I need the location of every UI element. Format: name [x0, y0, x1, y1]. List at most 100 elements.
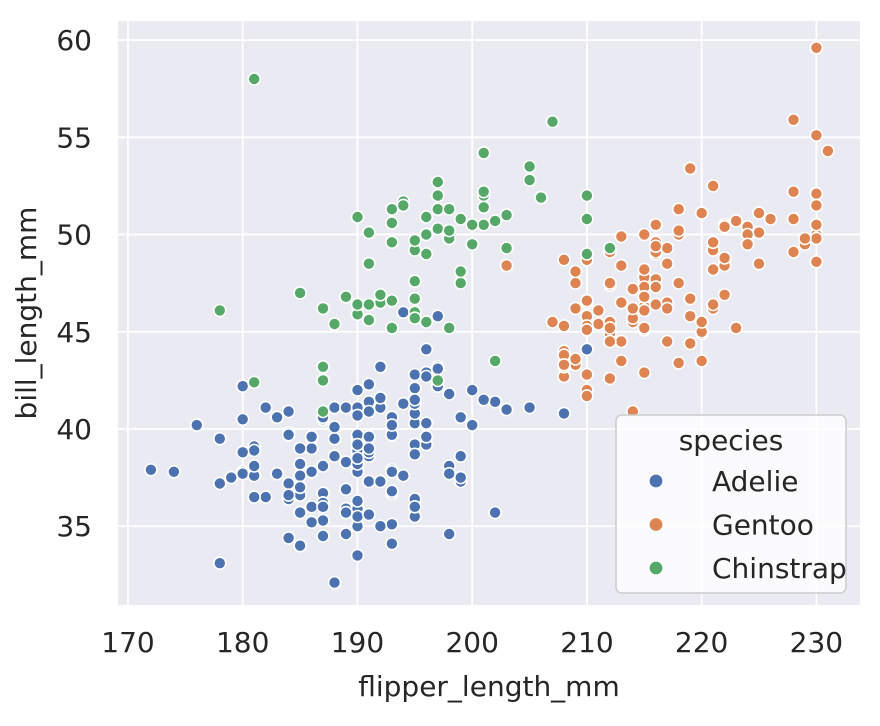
data-point	[281, 476, 296, 491]
data-point	[694, 206, 709, 220]
data-point	[453, 470, 468, 485]
data-point	[648, 239, 663, 253]
data-point	[385, 517, 399, 532]
y-axis-label: bill_length_mm	[10, 207, 43, 420]
data-point	[694, 315, 709, 329]
data-point	[235, 445, 250, 460]
data-point	[385, 464, 399, 479]
series-chinstrap	[213, 72, 617, 419]
legend-entry-gentoo: Gentoo	[648, 509, 814, 542]
legend: species Adelie Gentoo Chinstrap	[615, 414, 847, 594]
data-point	[316, 359, 330, 374]
x-axis-label: flipper_length_mm	[358, 670, 620, 703]
data-point	[235, 412, 250, 427]
x-tick-label: 220	[675, 626, 728, 659]
data-point	[419, 315, 434, 329]
data-point	[350, 297, 365, 312]
data-point	[580, 293, 594, 308]
data-point	[614, 295, 629, 310]
data-point	[419, 429, 434, 444]
data-point	[339, 482, 353, 497]
data-point	[270, 466, 284, 481]
data-point	[385, 418, 399, 432]
data-point	[407, 233, 422, 248]
data-point	[362, 256, 376, 271]
data-point	[499, 208, 514, 222]
data-point	[809, 128, 824, 143]
data-point	[476, 184, 491, 199]
data-point	[488, 354, 502, 368]
data-point	[476, 392, 491, 407]
data-point	[637, 289, 652, 304]
data-point	[614, 334, 629, 349]
y-tick-label: 60	[56, 24, 92, 57]
data-point	[625, 301, 640, 316]
data-point	[648, 280, 663, 294]
data-point	[671, 356, 686, 370]
data-point	[648, 218, 663, 232]
data-point	[385, 293, 399, 308]
data-point	[499, 258, 514, 273]
data-point	[465, 383, 480, 397]
data-point	[350, 451, 365, 466]
data-point	[660, 241, 675, 255]
data-point	[304, 499, 319, 514]
data-point	[637, 321, 652, 335]
data-point	[385, 216, 399, 230]
data-point	[442, 527, 457, 541]
legend-label: Adelie	[712, 465, 798, 498]
data-point	[603, 371, 617, 386]
data-point	[419, 416, 434, 431]
y-tick-label: 50	[56, 219, 92, 252]
data-point	[809, 186, 824, 201]
data-point	[213, 431, 227, 446]
legend-label: Gentoo	[712, 509, 814, 542]
data-point	[580, 367, 594, 382]
data-point	[247, 490, 261, 504]
data-point	[465, 218, 480, 232]
data-point	[213, 556, 227, 571]
data-point	[419, 210, 434, 224]
data-point	[752, 225, 766, 240]
data-point	[339, 289, 353, 304]
data-point	[717, 251, 732, 265]
data-point	[453, 264, 468, 279]
data-point	[293, 538, 307, 553]
data-point	[362, 474, 376, 489]
data-point	[350, 548, 365, 563]
data-point	[809, 198, 824, 213]
series-adelie	[144, 305, 594, 590]
data-point	[591, 303, 606, 318]
legend-entries: Adelie Gentoo Chinstrap	[648, 465, 847, 585]
data-point	[373, 474, 388, 489]
data-point	[614, 354, 629, 368]
data-point	[304, 515, 319, 530]
data-point	[385, 536, 399, 551]
data-point	[683, 309, 698, 324]
data-point	[327, 449, 342, 464]
y-tick-label: 45	[56, 316, 92, 349]
data-point	[603, 276, 617, 290]
data-point	[419, 369, 434, 384]
data-point	[671, 223, 686, 238]
data-point	[281, 404, 296, 419]
data-point	[476, 146, 491, 160]
data-point	[373, 519, 388, 534]
data-point	[407, 291, 422, 306]
data-point	[316, 373, 330, 388]
data-point	[293, 441, 307, 456]
data-point	[740, 237, 755, 252]
data-point	[362, 377, 376, 392]
data-point	[396, 468, 411, 483]
data-point	[430, 202, 445, 216]
data-point	[453, 276, 468, 290]
data-point	[534, 190, 548, 205]
data-point	[327, 400, 342, 415]
data-point	[557, 319, 571, 333]
data-point	[385, 484, 399, 499]
data-point	[327, 317, 342, 331]
legend-marker	[648, 473, 664, 489]
data-point	[316, 529, 330, 543]
data-point	[614, 229, 629, 244]
data-point	[442, 202, 457, 216]
